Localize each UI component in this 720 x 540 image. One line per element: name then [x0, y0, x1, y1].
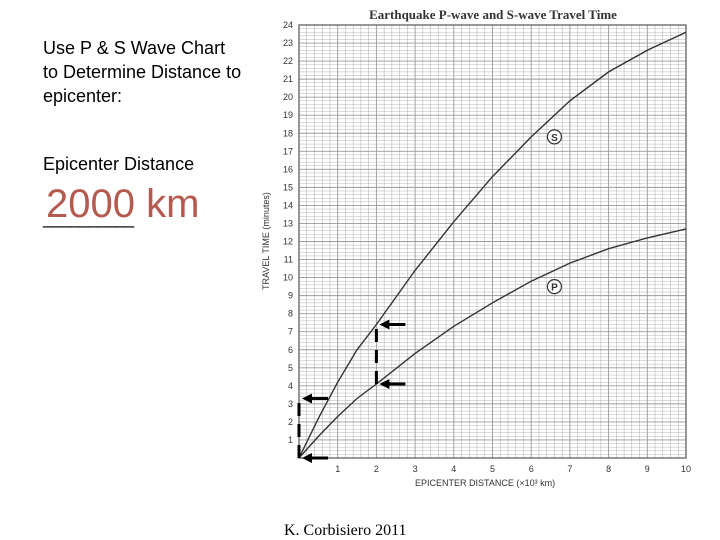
x-axis-label: EPICENTER DISTANCE (×10³ km) — [415, 478, 555, 488]
chart-tick-labels: 1 2 3 4 5 6 7 8 9 1012345678910111213141516171819… — [283, 20, 691, 474]
series-line-s-wave — [298, 31, 687, 459]
chart-frame — [298, 24, 687, 459]
s-marker-circle — [546, 129, 563, 145]
y-tick-label: 19 — [283, 110, 293, 120]
p-marker-label: P — [551, 283, 558, 294]
y-tick-label: 23 — [283, 38, 293, 48]
instructions-text: Use P & S Wave Chart to Determine Distan… — [43, 38, 242, 106]
pointer-arrow-head — [379, 379, 390, 390]
y-tick-label: 2 — [288, 417, 293, 427]
y-tick-label: 12 — [283, 237, 293, 247]
y-tick-label: 13 — [283, 218, 293, 228]
y-tick-label: 4 — [288, 381, 293, 391]
epicenter-distance-answer: 2000 km — [46, 182, 200, 226]
y-tick-label: 21 — [283, 74, 293, 84]
pointer-arrow-head — [302, 393, 312, 404]
x-tick-label: 1 — [335, 464, 340, 474]
travel-time-chart: Earthquake P-wave and S-wave Travel Time… — [255, 0, 695, 500]
chart-title: Earthquake P-wave and S-wave Travel Time — [369, 7, 617, 22]
author-credit: K. Corbisiero 2011 — [284, 522, 407, 539]
x-tick-label: 4 — [451, 464, 456, 474]
y-tick-label: 8 — [288, 309, 293, 319]
x-tick-label: 7 — [567, 464, 572, 474]
y-tick-label: 3 — [288, 399, 293, 409]
series-line-p-wave — [298, 228, 687, 459]
y-tick-label: 24 — [283, 20, 293, 30]
y-tick-label: 18 — [283, 128, 293, 138]
answer-blank-line: __________ — [43, 208, 134, 228]
x-tick-label: 6 — [529, 464, 534, 474]
y-tick-label: 20 — [283, 92, 293, 102]
y-tick-label: 7 — [288, 327, 293, 337]
pointer-arrow-head — [302, 453, 312, 463]
chart-series-markers: SP — [546, 129, 563, 295]
s-marker-label: S — [551, 133, 558, 144]
y-tick-label: 16 — [283, 164, 293, 174]
y-tick-label: 6 — [288, 345, 293, 355]
y-tick-label: 5 — [288, 363, 293, 373]
pointer-arrow-head — [379, 319, 390, 330]
chart-curves — [298, 31, 687, 459]
x-tick-label: 8 — [606, 464, 611, 474]
x-tick-label: 10 — [681, 464, 691, 474]
chart-grid — [298, 24, 687, 459]
y-axis-label: TRAVEL TIME (minutes) — [261, 192, 271, 290]
chart-background — [255, 0, 695, 500]
y-tick-label: 15 — [283, 182, 293, 192]
x-tick-label: 5 — [490, 464, 495, 474]
p-marker-circle — [546, 279, 563, 295]
y-tick-label: 11 — [284, 255, 293, 265]
y-tick-label: 22 — [283, 56, 293, 66]
x-tick-label: 9 — [645, 464, 650, 474]
x-tick-label: 2 — [374, 464, 379, 474]
reading-annotation — [297, 319, 406, 463]
y-tick-label: 14 — [283, 200, 293, 210]
x-tick-label: 3 — [413, 464, 418, 474]
y-tick-label: 17 — [283, 146, 293, 156]
y-tick-label: 1 — [288, 435, 293, 445]
y-tick-label: 9 — [288, 291, 293, 301]
y-tick-label: 10 — [283, 273, 293, 283]
epicenter-distance-label: Epicenter Distance — [43, 154, 195, 174]
